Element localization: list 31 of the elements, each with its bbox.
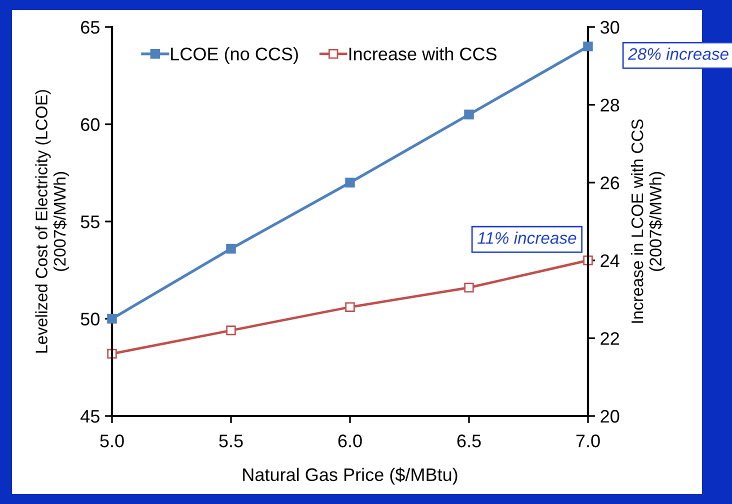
y2-tick-label: 28 <box>600 98 620 112</box>
legend-label: LCOE (no CCS) <box>171 47 298 64</box>
x-tick-label: 5.5 <box>219 434 243 448</box>
y2-tick-label: 22 <box>600 332 619 345</box>
x-tick-label: 6.5 <box>457 434 481 448</box>
point <box>464 282 474 292</box>
y-tick-label: 50 <box>80 312 100 326</box>
point <box>583 42 593 52</box>
y-tick-label: 45 <box>80 410 100 423</box>
point <box>345 302 355 312</box>
point <box>226 244 236 254</box>
x-tick-label: 6.0 <box>338 434 362 448</box>
annotation: 11% increase <box>478 232 576 244</box>
point <box>107 314 117 324</box>
legend-label: Increase with CCS <box>349 47 496 60</box>
y-tick-label: 60 <box>81 118 100 131</box>
y2-tick-label: 30 <box>600 20 620 34</box>
text: 28% increase <box>628 48 728 60</box>
y2-tick-label: 26 <box>600 176 620 190</box>
y2-tick-label: 20 <box>600 410 620 423</box>
x-axis-title: Natural Gas Price ($/MBtu) <box>243 468 458 485</box>
y-axis-title: Levelized Cost of Electricity (LCOE) (2007$/MWh) <box>35 90 69 353</box>
y2-tick-label: 24 <box>600 254 620 267</box>
y-tick-label: 65 <box>81 20 100 34</box>
y-tick-label: 55 <box>80 216 100 228</box>
x-tick-label: 7.0 <box>576 434 600 448</box>
x-tick-label: 5.0 <box>100 434 124 448</box>
point <box>226 326 236 336</box>
point <box>464 110 474 120</box>
y2-axis-title: Increase in LCOE with CCS (2007$/MWh) <box>631 119 665 323</box>
point <box>345 178 355 188</box>
